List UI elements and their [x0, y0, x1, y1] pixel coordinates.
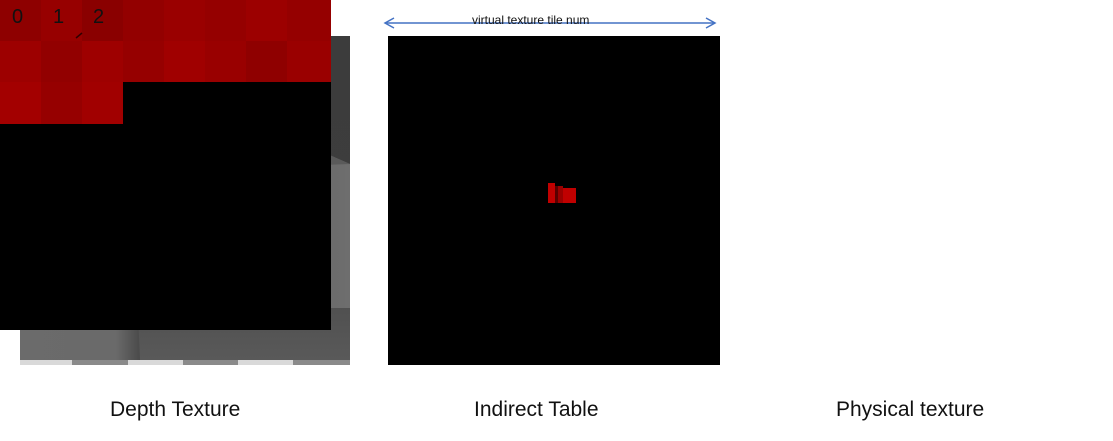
indirect-table-caption: Indirect Table	[474, 398, 599, 421]
arrow-label: virtual texture tile num	[472, 13, 590, 27]
virtual-tile-num-arrow	[383, 17, 717, 29]
depth-texture-caption: Depth Texture	[110, 398, 241, 421]
physical-texture-image: 0 1 2	[0, 0, 331, 330]
tile-number-1: 1	[53, 6, 65, 28]
tile-number-0: 0	[12, 6, 24, 28]
physical-texture-caption: Physical texture	[836, 398, 985, 421]
tile-number-2: 2	[93, 6, 105, 28]
indirect-table-image	[388, 36, 720, 365]
